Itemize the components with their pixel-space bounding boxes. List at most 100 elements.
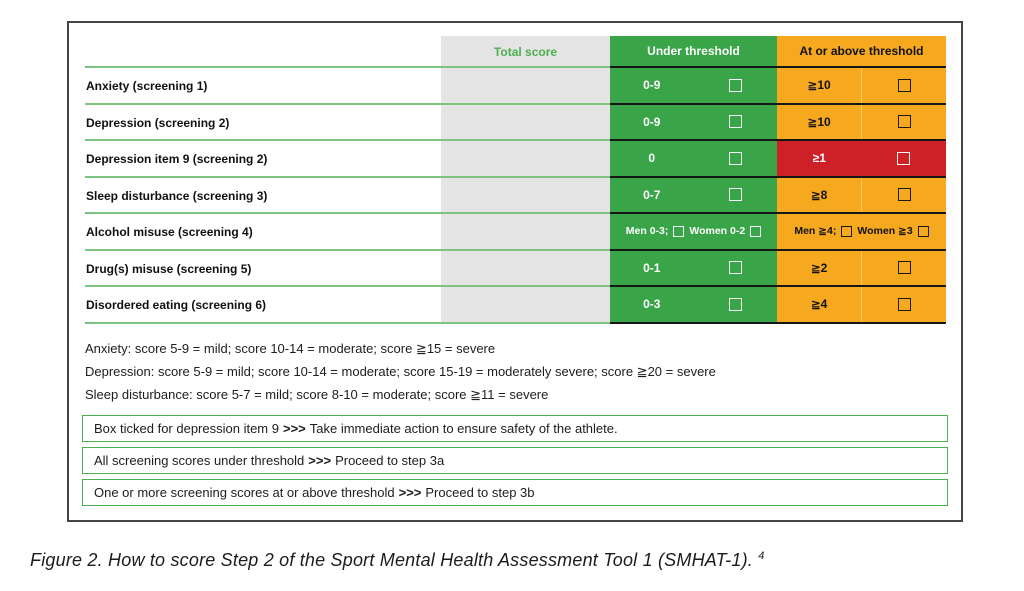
action-separator: >>> — [282, 421, 306, 436]
checkbox-half — [862, 141, 947, 176]
threshold-value-half: 0-7 — [610, 178, 694, 213]
under-threshold-cell: Men 0-3; Women 0-2 — [610, 214, 777, 251]
checkbox-half — [694, 287, 778, 322]
header-under-threshold: Under threshold — [610, 36, 777, 68]
table-row: Anxiety (screening 1) 0-9 ≧10 — [69, 68, 946, 105]
threshold-value-half: ≥1 — [777, 141, 862, 176]
checkbox-half — [862, 251, 946, 286]
checkbox-icon[interactable] — [897, 188, 911, 202]
checkbox-half — [694, 251, 778, 286]
total-score-cell[interactable] — [441, 287, 610, 324]
threshold-value: Women ≧3 — [857, 225, 913, 238]
checkbox-icon[interactable] — [897, 115, 911, 129]
threshold-value: 0-1 — [643, 260, 661, 275]
checkbox-half — [862, 178, 946, 213]
checkbox-icon[interactable] — [841, 225, 853, 237]
action-box: All screening scores under threshold >>> P… — [82, 447, 948, 474]
threshold-value-half: 0-1 — [610, 251, 694, 286]
header-blank-cell — [69, 36, 441, 68]
row-label: Sleep disturbance (screening 3) — [69, 177, 441, 214]
action-separator: >>> — [308, 453, 332, 468]
action-box: One or more screening scores at or above… — [82, 479, 948, 506]
checkbox-icon[interactable] — [897, 151, 911, 165]
action-instruction: Proceed to step 3a — [335, 453, 445, 468]
threshold-value: 0 — [648, 151, 656, 166]
threshold-value-half: 0-3 — [610, 287, 694, 322]
threshold-value-half: 0 — [610, 141, 694, 176]
action-boxes: Box ticked for depression item 9 >>> Take … — [82, 415, 948, 511]
checkbox-icon[interactable] — [897, 297, 911, 311]
at-or-above-threshold-cell: ≥1 — [777, 141, 946, 178]
threshold-value-half: ≧4 — [777, 287, 862, 322]
checkbox-icon[interactable] — [728, 188, 742, 202]
action-condition: Box ticked for depression item 9 — [94, 421, 279, 436]
table-row: Sleep disturbance (screening 3) 0-7 ≧8 — [69, 177, 946, 214]
threshold-value: 0-3 — [643, 297, 661, 312]
threshold-value: ≧10 — [807, 78, 831, 93]
under-threshold-cell: 0-9 — [610, 104, 778, 141]
severity-note: Sleep disturbance: score 5-7 = mild; sco… — [85, 387, 549, 402]
row-label: Drug(s) misuse (screening 5) — [69, 250, 441, 287]
checkbox-icon[interactable] — [728, 297, 742, 311]
threshold-value: Men ≧4; — [794, 225, 837, 238]
table-header-row: Total score Under threshold At or above … — [69, 36, 946, 68]
row-label: Disordered eating (screening 6) — [69, 287, 441, 324]
under-threshold-cell: 0-3 — [610, 287, 777, 324]
checkbox-icon[interactable] — [728, 151, 742, 165]
table-body: Anxiety (screening 1) 0-9 ≧10 Depression (s… — [69, 68, 946, 324]
checkbox-icon[interactable] — [728, 78, 742, 92]
at-or-above-threshold-cell: ≧4 — [777, 287, 946, 324]
total-score-cell[interactable] — [441, 250, 610, 287]
figure-caption-reference: 4 — [758, 550, 765, 562]
threshold-value: ≧10 — [807, 114, 831, 129]
total-score-cell[interactable] — [441, 141, 610, 178]
at-or-above-threshold-cell: ≧8 — [777, 177, 946, 214]
action-box: Box ticked for depression item 9 >>> Take … — [82, 415, 948, 442]
total-score-cell[interactable] — [441, 68, 610, 105]
row-label-text: Disordered eating (screening 6) — [86, 298, 267, 313]
checkbox-icon[interactable] — [673, 225, 685, 237]
checkbox-icon[interactable] — [728, 261, 742, 275]
checkbox-half — [862, 105, 946, 140]
row-label: Depression (screening 2) — [69, 104, 441, 141]
severity-notes: Anxiety: score 5-9 = mild; score 10-14 =… — [85, 337, 716, 406]
threshold-value-half: ≧10 — [777, 68, 862, 103]
checkbox-icon[interactable] — [897, 78, 911, 92]
threshold-value: Women 0-2 — [689, 225, 746, 238]
threshold-value: ≧4 — [810, 297, 828, 312]
header-total-score: Total score — [441, 36, 610, 68]
total-score-cell[interactable] — [441, 177, 610, 214]
table-row: Depression item 9 (screening 2) 0 ≥1 — [69, 141, 946, 178]
row-label-text: Alcohol misuse (screening 4) — [86, 225, 253, 240]
table-row: Drug(s) misuse (screening 5) 0-1 ≧2 — [69, 250, 946, 287]
at-or-above-threshold-cell: Men ≧4; Women ≧3 — [777, 214, 946, 251]
score-table: Total score Under threshold At or above … — [69, 36, 946, 324]
row-label-text: Depression item 9 (screening 2) — [86, 152, 268, 167]
checkbox-half — [694, 105, 778, 140]
severity-note: Anxiety: score 5-9 = mild; score 10-14 =… — [85, 341, 496, 356]
threshold-value-half: 0-9 — [610, 105, 694, 140]
threshold-value: ≥1 — [812, 151, 826, 166]
checkbox-icon[interactable] — [728, 115, 742, 129]
table-row: Depression (screening 2) 0-9 ≧10 — [69, 104, 946, 141]
threshold-value: ≧8 — [810, 187, 828, 202]
under-threshold-cell: 0-7 — [610, 177, 777, 214]
under-threshold-cell: 0-9 — [610, 68, 777, 105]
row-label-text: Sleep disturbance (screening 3) — [86, 188, 268, 203]
checkbox-icon[interactable] — [750, 225, 762, 237]
total-score-cell[interactable] — [441, 214, 610, 251]
threshold-value-half: ≧2 — [777, 250, 862, 285]
checkbox-half — [862, 287, 946, 322]
checkbox-icon[interactable] — [917, 225, 929, 237]
checkbox-icon[interactable] — [897, 261, 911, 275]
threshold-value: 0-9 — [643, 78, 661, 93]
threshold-value: 0-7 — [643, 187, 661, 202]
total-score-cell[interactable] — [441, 104, 610, 141]
row-label-text: Drug(s) misuse (screening 5) — [86, 261, 252, 276]
threshold-value: ≧2 — [810, 260, 828, 275]
threshold-value-half: 0-9 — [610, 68, 694, 103]
checkbox-half — [694, 141, 778, 176]
figure-caption-text: Figure 2. How to score Step 2 of the Spo… — [30, 550, 753, 570]
row-label: Depression item 9 (screening 2) — [69, 141, 441, 178]
